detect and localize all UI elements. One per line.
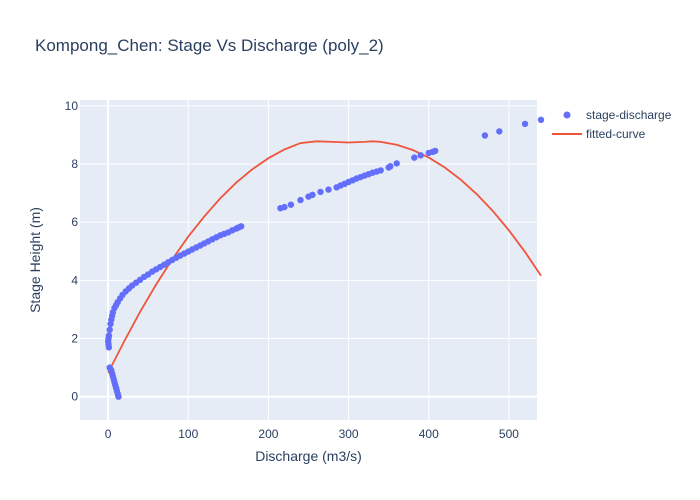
y-tick-label: 2 (71, 332, 78, 346)
data-point (521, 120, 529, 128)
data-point (106, 326, 113, 333)
grid-layer (80, 100, 537, 420)
y-tick-labels: 0 2 4 6 8 10 (65, 99, 79, 404)
legend-marker-stage-discharge[interactable] (563, 111, 571, 119)
x-tick-label: 300 (339, 427, 359, 441)
y-tick-label: 8 (71, 157, 78, 171)
fitted-curve-line (107, 140, 542, 374)
x-axis-title: Discharge (m3/s) (255, 448, 362, 464)
data-point (481, 132, 489, 139)
y-tick-label: 0 (71, 390, 78, 404)
data-point (411, 154, 418, 161)
legend-label-stage-discharge[interactable]: stage-discharge (586, 108, 672, 122)
data-point (537, 116, 545, 124)
curve-layer (107, 140, 542, 374)
y-tick-label: 6 (71, 215, 78, 229)
data-point (496, 128, 503, 135)
x-tick-label: 100 (178, 427, 198, 441)
data-point (238, 223, 245, 230)
x-tick-labels: 0 100 200 300 400 500 (105, 427, 520, 441)
data-point (377, 167, 384, 174)
y-axis-title: Stage Height (m) (27, 207, 43, 313)
data-point (417, 152, 424, 159)
data-point (106, 364, 113, 371)
x-tick-label: 200 (258, 427, 278, 441)
x-tick-label: 500 (499, 427, 519, 441)
data-point (297, 196, 304, 204)
x-tick-label: 0 (105, 427, 112, 441)
x-tick-label: 400 (419, 427, 439, 441)
legend[interactable]: stage-discharge fitted-curve (552, 108, 672, 141)
data-point (309, 191, 316, 198)
data-point (105, 332, 113, 339)
chart-title: Kompong_Chen: Stage Vs Discharge (poly_2… (35, 36, 384, 55)
legend-label-fitted-curve[interactable]: fitted-curve (586, 127, 646, 141)
points-layer (105, 116, 545, 400)
data-point (325, 186, 332, 193)
data-point (281, 203, 288, 211)
data-point (287, 201, 295, 208)
data-point (317, 188, 324, 196)
plot-area (80, 100, 537, 420)
data-point (387, 163, 394, 170)
y-tick-label: 10 (65, 99, 79, 113)
data-point (432, 147, 439, 155)
data-point (393, 160, 400, 167)
y-tick-label: 4 (71, 273, 78, 287)
